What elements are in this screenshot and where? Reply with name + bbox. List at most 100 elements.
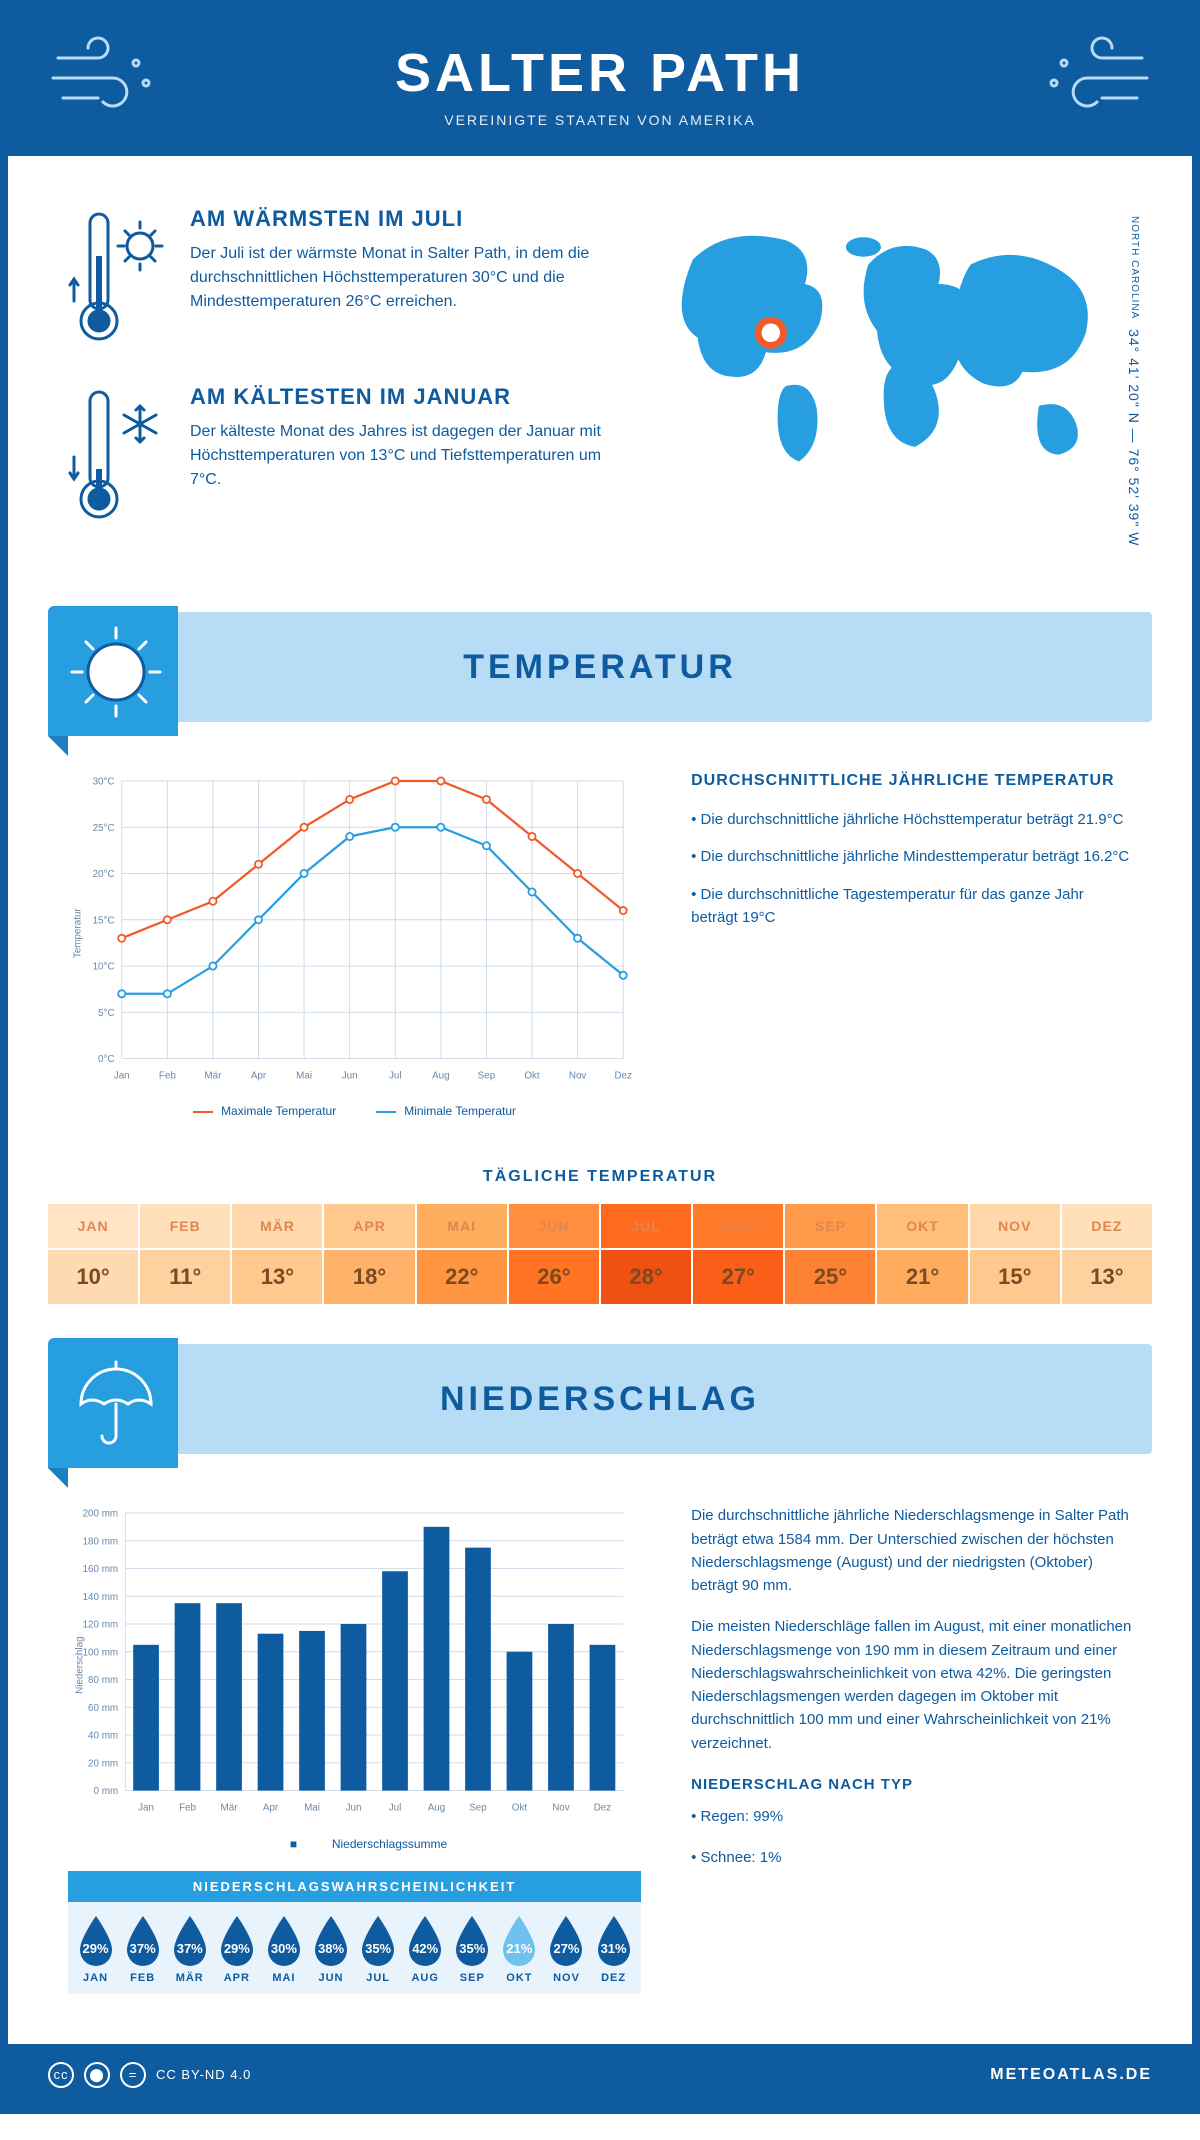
by-icon: ⬤ xyxy=(84,2062,110,2088)
svg-text:Okt: Okt xyxy=(524,1070,540,1081)
svg-text:20°C: 20°C xyxy=(93,869,115,880)
precip-prob-drop: 29%APR xyxy=(215,1914,258,1984)
temp-month-header: JUL xyxy=(601,1204,691,1248)
world-map-icon xyxy=(644,206,1132,479)
temp-month-header: MAI xyxy=(417,1204,507,1248)
legend-precip: ■ Niederschlagssumme xyxy=(262,1837,447,1851)
svg-text:100 mm: 100 mm xyxy=(83,1648,119,1659)
svg-text:Sep: Sep xyxy=(478,1070,496,1081)
temp-month-value: 22° xyxy=(417,1250,507,1304)
fact-cold-title: AM KÄLTESTEN IM JANUAR xyxy=(190,384,604,410)
temp-month-value: 13° xyxy=(1062,1250,1152,1304)
svg-text:Feb: Feb xyxy=(179,1803,196,1814)
temp-month-value: 11° xyxy=(140,1250,230,1304)
svg-text:200 mm: 200 mm xyxy=(83,1509,119,1520)
temp-info-heading: DURCHSCHNITTLICHE JÄHRLICHE TEMPERATUR xyxy=(691,772,1132,790)
section-title-temperature: TEMPERATUR xyxy=(463,648,737,687)
svg-text:Dez: Dez xyxy=(594,1803,612,1814)
precip-prob-drop: 37%FEB xyxy=(121,1914,164,1984)
svg-text:140 mm: 140 mm xyxy=(83,1592,119,1603)
svg-text:Mai: Mai xyxy=(304,1803,320,1814)
precip-prob-drop: 30%MAI xyxy=(262,1914,305,1984)
page-subtitle: VEREINIGTE STAATEN VON AMERIKA xyxy=(28,112,1172,128)
svg-text:Aug: Aug xyxy=(428,1803,446,1814)
temp-month-value: 13° xyxy=(232,1250,322,1304)
license-text: CC BY-ND 4.0 xyxy=(156,2067,251,2082)
svg-text:Jul: Jul xyxy=(389,1070,402,1081)
section-header-precip: NIEDERSCHLAG xyxy=(48,1344,1152,1454)
temp-month-header: MÄR xyxy=(232,1204,322,1248)
daily-temp-title: TÄGLICHE TEMPERATUR xyxy=(8,1168,1192,1186)
precip-prob-drop: 38%JUN xyxy=(309,1914,352,1984)
sun-icon xyxy=(66,622,166,722)
daily-temperature-table: JANFEBMÄRAPRMAIJUNJULAUGSEPOKTNOVDEZ10°1… xyxy=(48,1204,1152,1304)
temp-month-value: 10° xyxy=(48,1250,138,1304)
temp-month-header: FEB xyxy=(140,1204,230,1248)
svg-text:160 mm: 160 mm xyxy=(83,1564,119,1575)
temp-info-b1: • Die durchschnittliche jährliche Höchst… xyxy=(691,808,1132,831)
svg-text:Jun: Jun xyxy=(342,1070,358,1081)
temp-month-value: 21° xyxy=(877,1250,967,1304)
temp-info-b2: • Die durchschnittliche jährliche Mindes… xyxy=(691,845,1132,868)
fact-cold-text: Der kälteste Monat des Jahres ist dagege… xyxy=(190,420,604,492)
temp-month-value: 18° xyxy=(324,1250,414,1304)
svg-text:25°C: 25°C xyxy=(93,823,115,834)
svg-text:60 mm: 60 mm xyxy=(88,1703,118,1714)
precip-row: 0 mm20 mm40 mm60 mm80 mm100 mm120 mm140 … xyxy=(8,1464,1192,2013)
section-title-precip: NIEDERSCHLAG xyxy=(440,1380,760,1419)
temp-month-header: DEZ xyxy=(1062,1204,1152,1248)
precip-prob-drop: 27%NOV xyxy=(545,1914,588,1984)
precip-prob-drop: 31%DEZ xyxy=(592,1914,635,1984)
svg-text:Mär: Mär xyxy=(221,1803,239,1814)
section-header-temperature: TEMPERATUR xyxy=(48,612,1152,722)
precip-prob-drop: 21%OKT xyxy=(498,1914,541,1984)
svg-text:Apr: Apr xyxy=(263,1803,279,1814)
temp-month-value: 28° xyxy=(601,1250,691,1304)
svg-text:40 mm: 40 mm xyxy=(88,1731,118,1742)
svg-text:Apr: Apr xyxy=(251,1070,267,1081)
temperature-legend: Maximale Temperatur Minimale Temperatur xyxy=(68,1104,641,1118)
temperature-row: 0°C5°C10°C15°C20°C25°C30°CJanFebMärAprMa… xyxy=(8,732,1192,1138)
svg-text:Okt: Okt xyxy=(512,1803,528,1814)
precip-prob-drop: 35%JUL xyxy=(357,1914,400,1984)
temp-info-b3: • Die durchschnittliche Tagestemperatur … xyxy=(691,883,1132,930)
svg-text:5°C: 5°C xyxy=(98,1008,115,1019)
temp-month-value: 27° xyxy=(693,1250,783,1304)
svg-text:180 mm: 180 mm xyxy=(83,1537,119,1548)
thermometer-cold-icon xyxy=(68,384,168,524)
svg-text:30°C: 30°C xyxy=(93,777,115,788)
precip-prob-drop: 35%SEP xyxy=(451,1914,494,1984)
legend-max: Maximale Temperatur xyxy=(193,1104,336,1118)
precip-probability: NIEDERSCHLAGSWAHRSCHEINLICHKEIT 29%JAN37… xyxy=(68,1871,641,1994)
temperature-info: DURCHSCHNITTLICHE JÄHRLICHE TEMPERATUR •… xyxy=(691,772,1132,1118)
temp-month-header: APR xyxy=(324,1204,414,1248)
svg-text:Dez: Dez xyxy=(614,1070,632,1081)
prob-title: NIEDERSCHLAGSWAHRSCHEINLICHKEIT xyxy=(68,1871,641,1902)
precip-bar-chart: 0 mm20 mm40 mm60 mm80 mm100 mm120 mm140 … xyxy=(68,1504,641,1826)
temp-month-header: JUN xyxy=(509,1204,599,1248)
svg-text:Mai: Mai xyxy=(296,1070,312,1081)
precip-type-heading: NIEDERSCHLAG NACH TYP xyxy=(691,1773,1132,1797)
precip-p1: Die durchschnittliche jährliche Niedersc… xyxy=(691,1504,1132,1597)
precip-t1: • Regen: 99% xyxy=(691,1805,1132,1828)
temperature-line-chart: 0°C5°C10°C15°C20°C25°C30°CJanFebMärAprMa… xyxy=(68,772,641,1094)
license: cc ⬤ = CC BY-ND 4.0 xyxy=(48,2062,251,2088)
legend-min: Minimale Temperatur xyxy=(376,1104,516,1118)
temp-month-header: OKT xyxy=(877,1204,967,1248)
svg-text:Feb: Feb xyxy=(159,1070,176,1081)
temp-month-header: JAN xyxy=(48,1204,138,1248)
fact-warmest: AM WÄRMSTEN IM JULI Der Juli ist der wär… xyxy=(68,206,604,346)
svg-text:Mär: Mär xyxy=(204,1070,222,1081)
svg-text:Jan: Jan xyxy=(138,1803,154,1814)
fact-coldest: AM KÄLTESTEN IM JANUAR Der kälteste Mona… xyxy=(68,384,604,524)
svg-text:Jun: Jun xyxy=(346,1803,362,1814)
nd-icon: = xyxy=(120,2062,146,2088)
coordinates: NORTH CAROLINA 34° 41' 20" N — 76° 52' 3… xyxy=(1126,216,1142,546)
header: SALTER PATH VEREINIGTE STAATEN VON AMERI… xyxy=(8,8,1192,156)
temp-month-header: AUG xyxy=(693,1204,783,1248)
svg-text:Aug: Aug xyxy=(432,1070,450,1081)
svg-text:Nov: Nov xyxy=(552,1803,570,1814)
precip-info: Die durchschnittliche jährliche Niedersc… xyxy=(691,1504,1132,1993)
fact-warm-text: Der Juli ist der wärmste Monat in Salter… xyxy=(190,242,604,314)
fact-warm-title: AM WÄRMSTEN IM JULI xyxy=(190,206,604,232)
